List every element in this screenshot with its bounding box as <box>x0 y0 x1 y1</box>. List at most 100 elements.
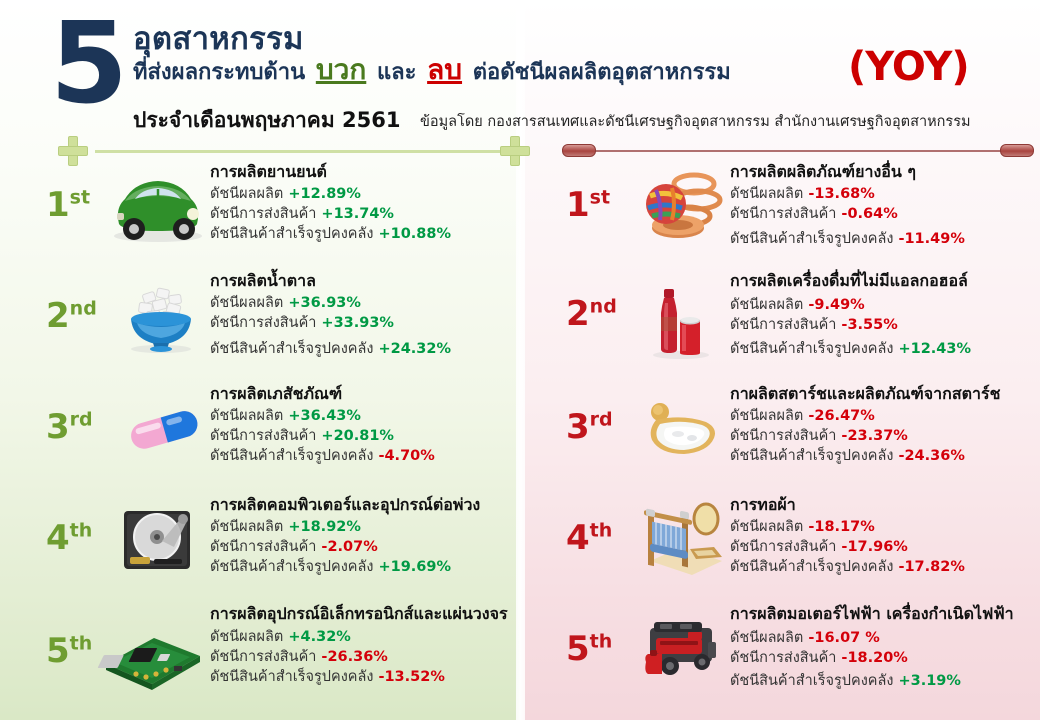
metric-production: ดัชนีผลผลิต -16.07 % <box>730 630 880 646</box>
metric-value: +36.43% <box>288 408 361 424</box>
industry-title: การผลิตเครื่องดื่มที่ไม่มีแอลกอฮอล์ <box>730 271 968 290</box>
rank-badge: 2nd <box>46 296 97 336</box>
metric-inventory: ดัชนีสินค้าสำเร็จรูปคงคลัง -17.82% <box>730 559 965 575</box>
metric-value: +19.69% <box>378 559 451 575</box>
metric-production: ดัชนีผลผลิต -18.17% <box>730 519 875 535</box>
metric-value: +33.93% <box>321 315 394 331</box>
metric-value: +13.74% <box>321 206 394 222</box>
metric-shipment: ดัชนีการส่งสินค้า -18.20% <box>730 650 908 666</box>
subtitle-positive-word: บวก <box>315 53 367 86</box>
pill-capsule-icon <box>118 404 224 486</box>
rank-badge: 1st <box>46 185 91 225</box>
metric-value: -9.49% <box>808 297 865 313</box>
metric-production: ดัชนีผลผลิต -13.68% <box>730 186 875 202</box>
list-item: 1st การผลิตผลิตภัณฑ์ย <box>520 160 1040 271</box>
plus-cap-icon-right <box>500 136 530 166</box>
metric-value: +24.32% <box>378 341 451 357</box>
rank-badge: 3rd <box>46 407 93 447</box>
metric-value: -4.70% <box>378 448 435 464</box>
list-item: 4th <box>520 493 1040 604</box>
metric-value: +10.88% <box>378 226 451 242</box>
industry-title: การผลิตยานยนต์ <box>210 162 327 181</box>
metric-value: -23.37% <box>841 428 908 444</box>
circuit-board-icon <box>96 622 202 704</box>
metric-production: ดัชนีผลผลิต +4.32% <box>210 629 351 645</box>
yoy-label: (YOY) <box>848 44 970 90</box>
metric-inventory: ดัชนีสินค้าสำเร็จรูปคงคลัง -13.52% <box>210 669 445 685</box>
panel-seam <box>516 0 525 720</box>
metric-value: +12.89% <box>288 186 361 202</box>
right-divider-rule <box>580 150 1030 152</box>
list-item: 5th <box>520 604 1040 715</box>
metric-value: -3.55% <box>841 317 898 333</box>
plus-cap-icon-left <box>58 136 88 166</box>
list-item: 3rd การผลิตเภสัชภัณฑ์ ดัชนีผลผลิต +36.43%… <box>0 382 520 493</box>
metric-value: -24.36% <box>898 448 965 464</box>
metric-value: +36.93% <box>288 295 361 311</box>
entry-text: การผลิตเครื่องดื่มที่ไม่มีแอลกอฮอล์ ดัชน… <box>730 271 1035 359</box>
metric-value: +4.32% <box>288 629 351 645</box>
metric-production: ดัชนีผลผลิต -26.47% <box>730 408 875 424</box>
list-item: 5th การผลิตอุปกรณ์อิเล็กทรอนิกส์และแผ่นว… <box>0 604 520 715</box>
industry-title: กาผลิตสตาร์ชและผลิตภัณฑ์จากสตาร์ช <box>730 384 1001 403</box>
industry-title: การทอผ้า <box>730 495 796 514</box>
subtitle-conjunction: และ <box>376 60 417 85</box>
list-item: 1st การผลิตยานยนต์ ดัชนีผลผลิต +12.89% <box>0 160 520 271</box>
metric-value: -18.20% <box>841 650 908 666</box>
entry-text: การผลิตคอมพิวเตอร์และอุปกรณ์ต่อพ่วง ดัชน… <box>210 495 525 577</box>
metric-production: ดัชนีผลผลิต +36.43% <box>210 408 361 424</box>
metric-value: -0.64% <box>841 206 898 222</box>
entry-text: การผลิตเภสัชภัณฑ์ ดัชนีผลผลิต +36.43% ดัช… <box>210 384 515 466</box>
rank-badge: 1st <box>566 185 611 225</box>
metric-inventory: ดัชนีสินค้าสำเร็จรูปคงคลัง -11.49% <box>730 231 965 247</box>
sugar-bowl-icon <box>115 281 221 363</box>
metric-shipment: ดัชนีการส่งสินค้า -26.36% <box>210 649 388 665</box>
rubber-bands-icon <box>632 166 738 248</box>
rank-badge: 4th <box>46 518 93 558</box>
list-item: 2nd <box>0 271 520 382</box>
industry-title: การผลิตมอเตอร์ไฟฟ้า เครื่องกำเนิดไฟฟ้า <box>730 604 1014 623</box>
metric-shipment: ดัชนีการส่งสินค้า -23.37% <box>730 428 908 444</box>
period-label: ประจำเดือนพฤษภาคม 2561 <box>133 108 401 132</box>
metric-value: -26.47% <box>808 408 875 424</box>
metric-value: -2.07% <box>321 539 378 555</box>
metric-production: ดัชนีผลผลิต +18.92% <box>210 519 361 535</box>
metric-inventory: ดัชนีสินค้าสำเร็จรูปคงคลัง +3.19% <box>730 673 961 689</box>
entry-text: การทอผ้า ดัชนีผลผลิต -18.17% ดัชนีการส่งส… <box>730 495 1035 577</box>
industry-title: การผลิตน้ำตาล <box>210 271 316 290</box>
metric-value: +12.43% <box>898 341 971 357</box>
list-item: 3rd กาผลิตสตาร์ชและผลิตภัณฑ์จากสตาร์ช ดั… <box>520 382 1040 493</box>
left-panel-background <box>0 0 520 720</box>
soft-drink-icon <box>642 283 748 365</box>
weaving-loom-icon <box>630 495 736 577</box>
industry-title: การผลิตคอมพิวเตอร์และอุปกรณ์ต่อพ่วง <box>210 495 481 514</box>
industry-title: การผลิตอุปกรณ์อิเล็กทรอนิกส์และแผ่นวงจร <box>210 604 508 623</box>
header-subtitle: ที่ส่งผลกระทบด้าน บวก และ ลบ ต่อดัชนีผลผ… <box>133 56 731 87</box>
metric-value: -26.36% <box>321 649 388 665</box>
metric-value: +18.92% <box>288 519 361 535</box>
metric-inventory: ดัชนีสินค้าสำเร็จรูปคงคลัง +12.43% <box>730 341 971 357</box>
metric-shipment: ดัชนีการส่งสินค้า +33.93% <box>210 315 394 331</box>
starch-scoop-icon <box>638 398 744 480</box>
metric-inventory: ดัชนีสินค้าสำเร็จรูปคงคลัง +19.69% <box>210 559 451 575</box>
big-number-five: 5 <box>50 0 128 129</box>
metric-shipment: ดัชนีการส่งสินค้า +13.74% <box>210 206 394 222</box>
entry-text: การผลิตน้ำตาล ดัชนีผลผลิต +36.93% ดัชนีกา… <box>210 271 515 359</box>
rank-badge: 5th <box>46 631 93 671</box>
list-item: 2nd การผลิตเครื่องดื่มที่ไม่มีแอลกอฮอล์ … <box>520 271 1040 382</box>
entry-text: การผลิตยานยนต์ ดัชนีผลผลิต +12.89% ดัชนีก… <box>210 162 515 244</box>
metric-value: +20.81% <box>321 428 394 444</box>
metric-inventory: ดัชนีสินค้าสำเร็จรูปคงคลัง +10.88% <box>210 226 451 242</box>
hard-disk-icon <box>112 501 218 583</box>
subtitle-negative-word: ลบ <box>427 53 463 86</box>
subtitle-prefix: ที่ส่งผลกระทบด้าน <box>133 60 306 85</box>
entry-text: การผลิตผลิตภัณฑ์ยางอื่น ๆ ดัชนีผลผลิต -13… <box>730 162 1035 249</box>
entry-text: การผลิตมอเตอร์ไฟฟ้า เครื่องกำเนิดไฟฟ้า ด… <box>730 604 1040 691</box>
left-divider-rule <box>95 150 515 153</box>
metric-shipment: ดัชนีการส่งสินค้า -0.64% <box>730 206 898 222</box>
rank-badge: 2nd <box>566 294 617 334</box>
industry-title: การผลิตผลิตภัณฑ์ยางอื่น ๆ <box>730 162 916 181</box>
rank-badge: 4th <box>566 518 613 558</box>
entry-text: กาผลิตสตาร์ชและผลิตภัณฑ์จากสตาร์ช ดัชนีผ… <box>730 384 1040 466</box>
